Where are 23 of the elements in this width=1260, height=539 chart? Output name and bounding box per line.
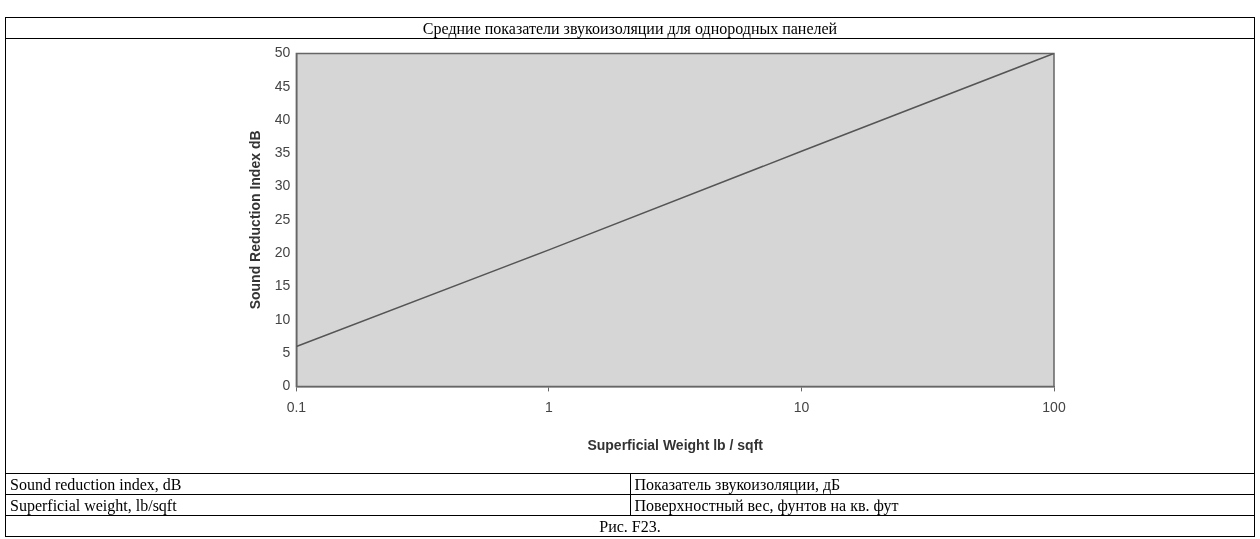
x-tick-label: 100 bbox=[1042, 398, 1066, 415]
y-tick-label: 15 bbox=[274, 277, 291, 294]
y-tick-label: 50 bbox=[274, 44, 291, 61]
text: Рис. F23. bbox=[5, 515, 1255, 537]
text: Sound reduction index, dB bbox=[5, 473, 630, 495]
x-tick-label: 1 bbox=[545, 398, 554, 415]
y-tick-label: 45 bbox=[274, 77, 291, 94]
y-tick-label: 40 bbox=[274, 110, 291, 127]
y-tick-label: 5 bbox=[282, 343, 291, 360]
y-tick-label: 30 bbox=[274, 177, 291, 194]
text: Поверхностный вес, фунтов на кв. фут bbox=[630, 494, 1255, 516]
text: Superficial weight, lb/sqft bbox=[5, 494, 630, 516]
y-tick-label: 35 bbox=[274, 144, 291, 161]
y-tick-label: 20 bbox=[274, 244, 291, 261]
x-tick-label: 10 bbox=[793, 398, 810, 415]
y-tick-label: 10 bbox=[274, 310, 291, 327]
chart-title: Средние показатели звукоизоляции для однородных панелей bbox=[5, 17, 1255, 39]
y-tick-label: 0 bbox=[282, 377, 291, 394]
x-axis-title: Superficial Weight lb / sqft bbox=[587, 437, 764, 454]
text: Показатель звукоизоляции, дБ bbox=[630, 473, 1255, 495]
y-axis-title: Sound Reduction Index dB bbox=[247, 130, 264, 310]
x-tick-label: 0.1 bbox=[286, 398, 307, 415]
y-tick-label: 25 bbox=[274, 210, 291, 227]
